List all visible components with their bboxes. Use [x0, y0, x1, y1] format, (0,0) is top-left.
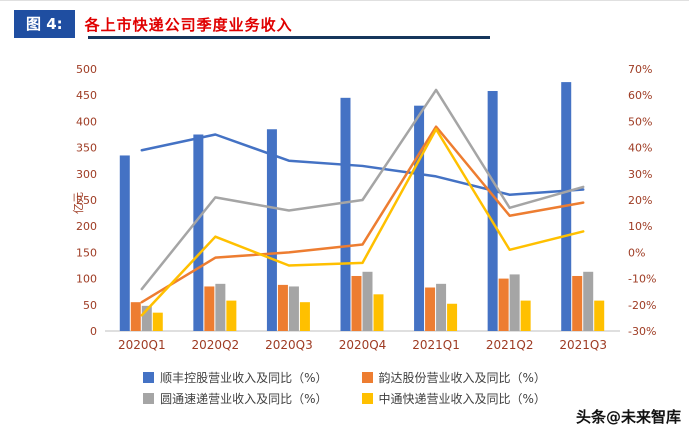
right-axis-tick: -20% [628, 299, 656, 312]
bar-顺丰控股营业收入-2021Q2 [487, 91, 498, 331]
line-中通快递同比(%) [140, 128, 585, 317]
right-axis-tick: 40% [628, 142, 652, 155]
line-顺丰控股同比(%) [140, 133, 585, 197]
left-axis-tick: 300 [76, 168, 97, 181]
bar-圆通速递营业收入-2021Q1 [436, 283, 447, 331]
bar-韵达股份营业收入-2021Q2 [498, 278, 509, 331]
right-axis-tick: 10% [628, 220, 652, 233]
bar-韵达股份营业收入-2020Q2 [204, 286, 215, 331]
right-axis-tick: 20% [628, 194, 652, 207]
x-axis-label: 2020Q4 [339, 338, 387, 352]
bar-圆通速递营业收入-2020Q1 [141, 305, 152, 331]
bar-中通快递营业收入-2020Q2 [226, 300, 237, 331]
bar-韵达股份营业收入-2020Q3 [277, 284, 288, 331]
bar-圆通速递营业收入-2020Q2 [215, 283, 226, 331]
left-axis-tick: 0 [90, 325, 97, 338]
right-axis-tick: 0% [628, 246, 645, 259]
legend-label: 中通快递营业收入及同比（%） [378, 392, 546, 406]
right-axis-tick: 50% [628, 115, 652, 128]
line-韵达股份同比(%) [140, 125, 585, 304]
left-axis-tick: 250 [76, 194, 97, 207]
bar-顺丰控股营业收入-2020Q2 [193, 134, 204, 331]
right-axis-tick: -10% [628, 273, 656, 286]
right-axis-tick: 30% [628, 168, 652, 181]
x-axis-label: 2021Q1 [412, 338, 460, 352]
bar-中通快递营业收入-2021Q1 [447, 303, 458, 331]
x-axis-label: 2020Q1 [118, 338, 166, 352]
legend-label: 顺丰控股营业收入及同比（%） [160, 371, 328, 385]
chart-legend: 顺丰控股营业收入及同比（%） 韵达股份营业收入及同比（%） 圆通速递营业收入及同比（… [0, 369, 689, 407]
bar-韵达股份营业收入-2021Q3 [572, 275, 583, 331]
bar-圆通速递营业收入-2021Q2 [509, 274, 520, 331]
bar-中通快递营业收入-2021Q2 [520, 300, 531, 331]
legend-item: 韵达股份营业收入及同比（%） [361, 369, 546, 386]
bar-中通快递营业收入-2020Q1 [152, 312, 163, 331]
left-axis-tick: 500 [76, 63, 97, 76]
figure-title: 各上市快递公司季度业务收入 [84, 15, 293, 34]
bar-圆通速递营业收入-2021Q3 [583, 271, 594, 331]
left-axis-tick: 100 [76, 273, 97, 286]
bar-圆通速递营业收入-2020Q3 [288, 286, 299, 331]
left-axis-tick: 400 [76, 115, 97, 128]
x-axis-label: 2021Q2 [486, 338, 534, 352]
bar-韵达股份营业收入-2021Q1 [425, 287, 436, 331]
bar-中通快递营业收入-2021Q3 [594, 300, 605, 331]
bar-韵达股份营业收入-2020Q4 [351, 275, 362, 331]
left-axis-tick: 150 [76, 246, 97, 259]
bar-中通快递营业收入-2020Q3 [299, 302, 310, 331]
bar-中通快递营业收入-2020Q4 [373, 294, 384, 331]
left-axis-tick: 50 [83, 299, 97, 312]
bar-顺丰控股营业收入-2021Q1 [414, 105, 425, 332]
left-axis-tick: 450 [76, 89, 97, 102]
bar-顺丰控股营业收入-2020Q4 [340, 97, 351, 331]
figure-header: 图 4: 各上市快递公司季度业务收入 [14, 9, 293, 39]
right-axis-tick: -30% [628, 325, 656, 338]
left-axis-tick: 200 [76, 220, 97, 233]
legend-swatch-icon [361, 393, 373, 404]
bar-韵达股份营业收入-2020Q1 [130, 302, 141, 331]
left-axis-tick: 350 [76, 142, 97, 155]
y-axis-title: 亿元 [72, 192, 85, 214]
watermark: 头条@未来智库 [575, 408, 681, 426]
bar-顺丰控股营业收入-2020Q1 [119, 155, 130, 331]
x-axis-label: 2020Q3 [265, 338, 313, 352]
right-axis-tick: 70% [628, 63, 652, 76]
legend-row-2: 圆通速递营业收入及同比（%） 中通快递营业收入及同比（%） [143, 390, 546, 407]
legend-label: 圆通速递营业收入及同比（%） [160, 392, 328, 406]
right-axis-tick: 60% [628, 89, 652, 102]
legend-row-1: 顺丰控股营业收入及同比（%） 韵达股份营业收入及同比（%） [143, 369, 546, 386]
line-圆通速递同比(%) [140, 88, 585, 291]
x-axis-label: 2020Q2 [192, 338, 240, 352]
legend-item: 圆通速递营业收入及同比（%） [143, 390, 328, 407]
legend-label: 韵达股份营业收入及同比（%） [378, 371, 546, 385]
legend-item: 顺丰控股营业收入及同比（%） [143, 369, 328, 386]
legend-swatch-icon [143, 372, 155, 383]
x-axis-label: 2021Q3 [559, 338, 607, 352]
title-underline [88, 36, 490, 39]
bar-圆通速递营业收入-2020Q4 [362, 271, 373, 331]
bar-顺丰控股营业收入-2020Q3 [266, 129, 277, 331]
legend-item: 中通快递营业收入及同比（%） [361, 390, 546, 407]
legend-swatch-icon [361, 372, 373, 383]
chart-canvas: 0 50 100 150 200 250 300 350 400 450 500 -30% -20% -1… [72, 63, 656, 352]
legend-swatch-icon [143, 393, 155, 404]
figure-number-badge: 图 4: [14, 10, 75, 38]
